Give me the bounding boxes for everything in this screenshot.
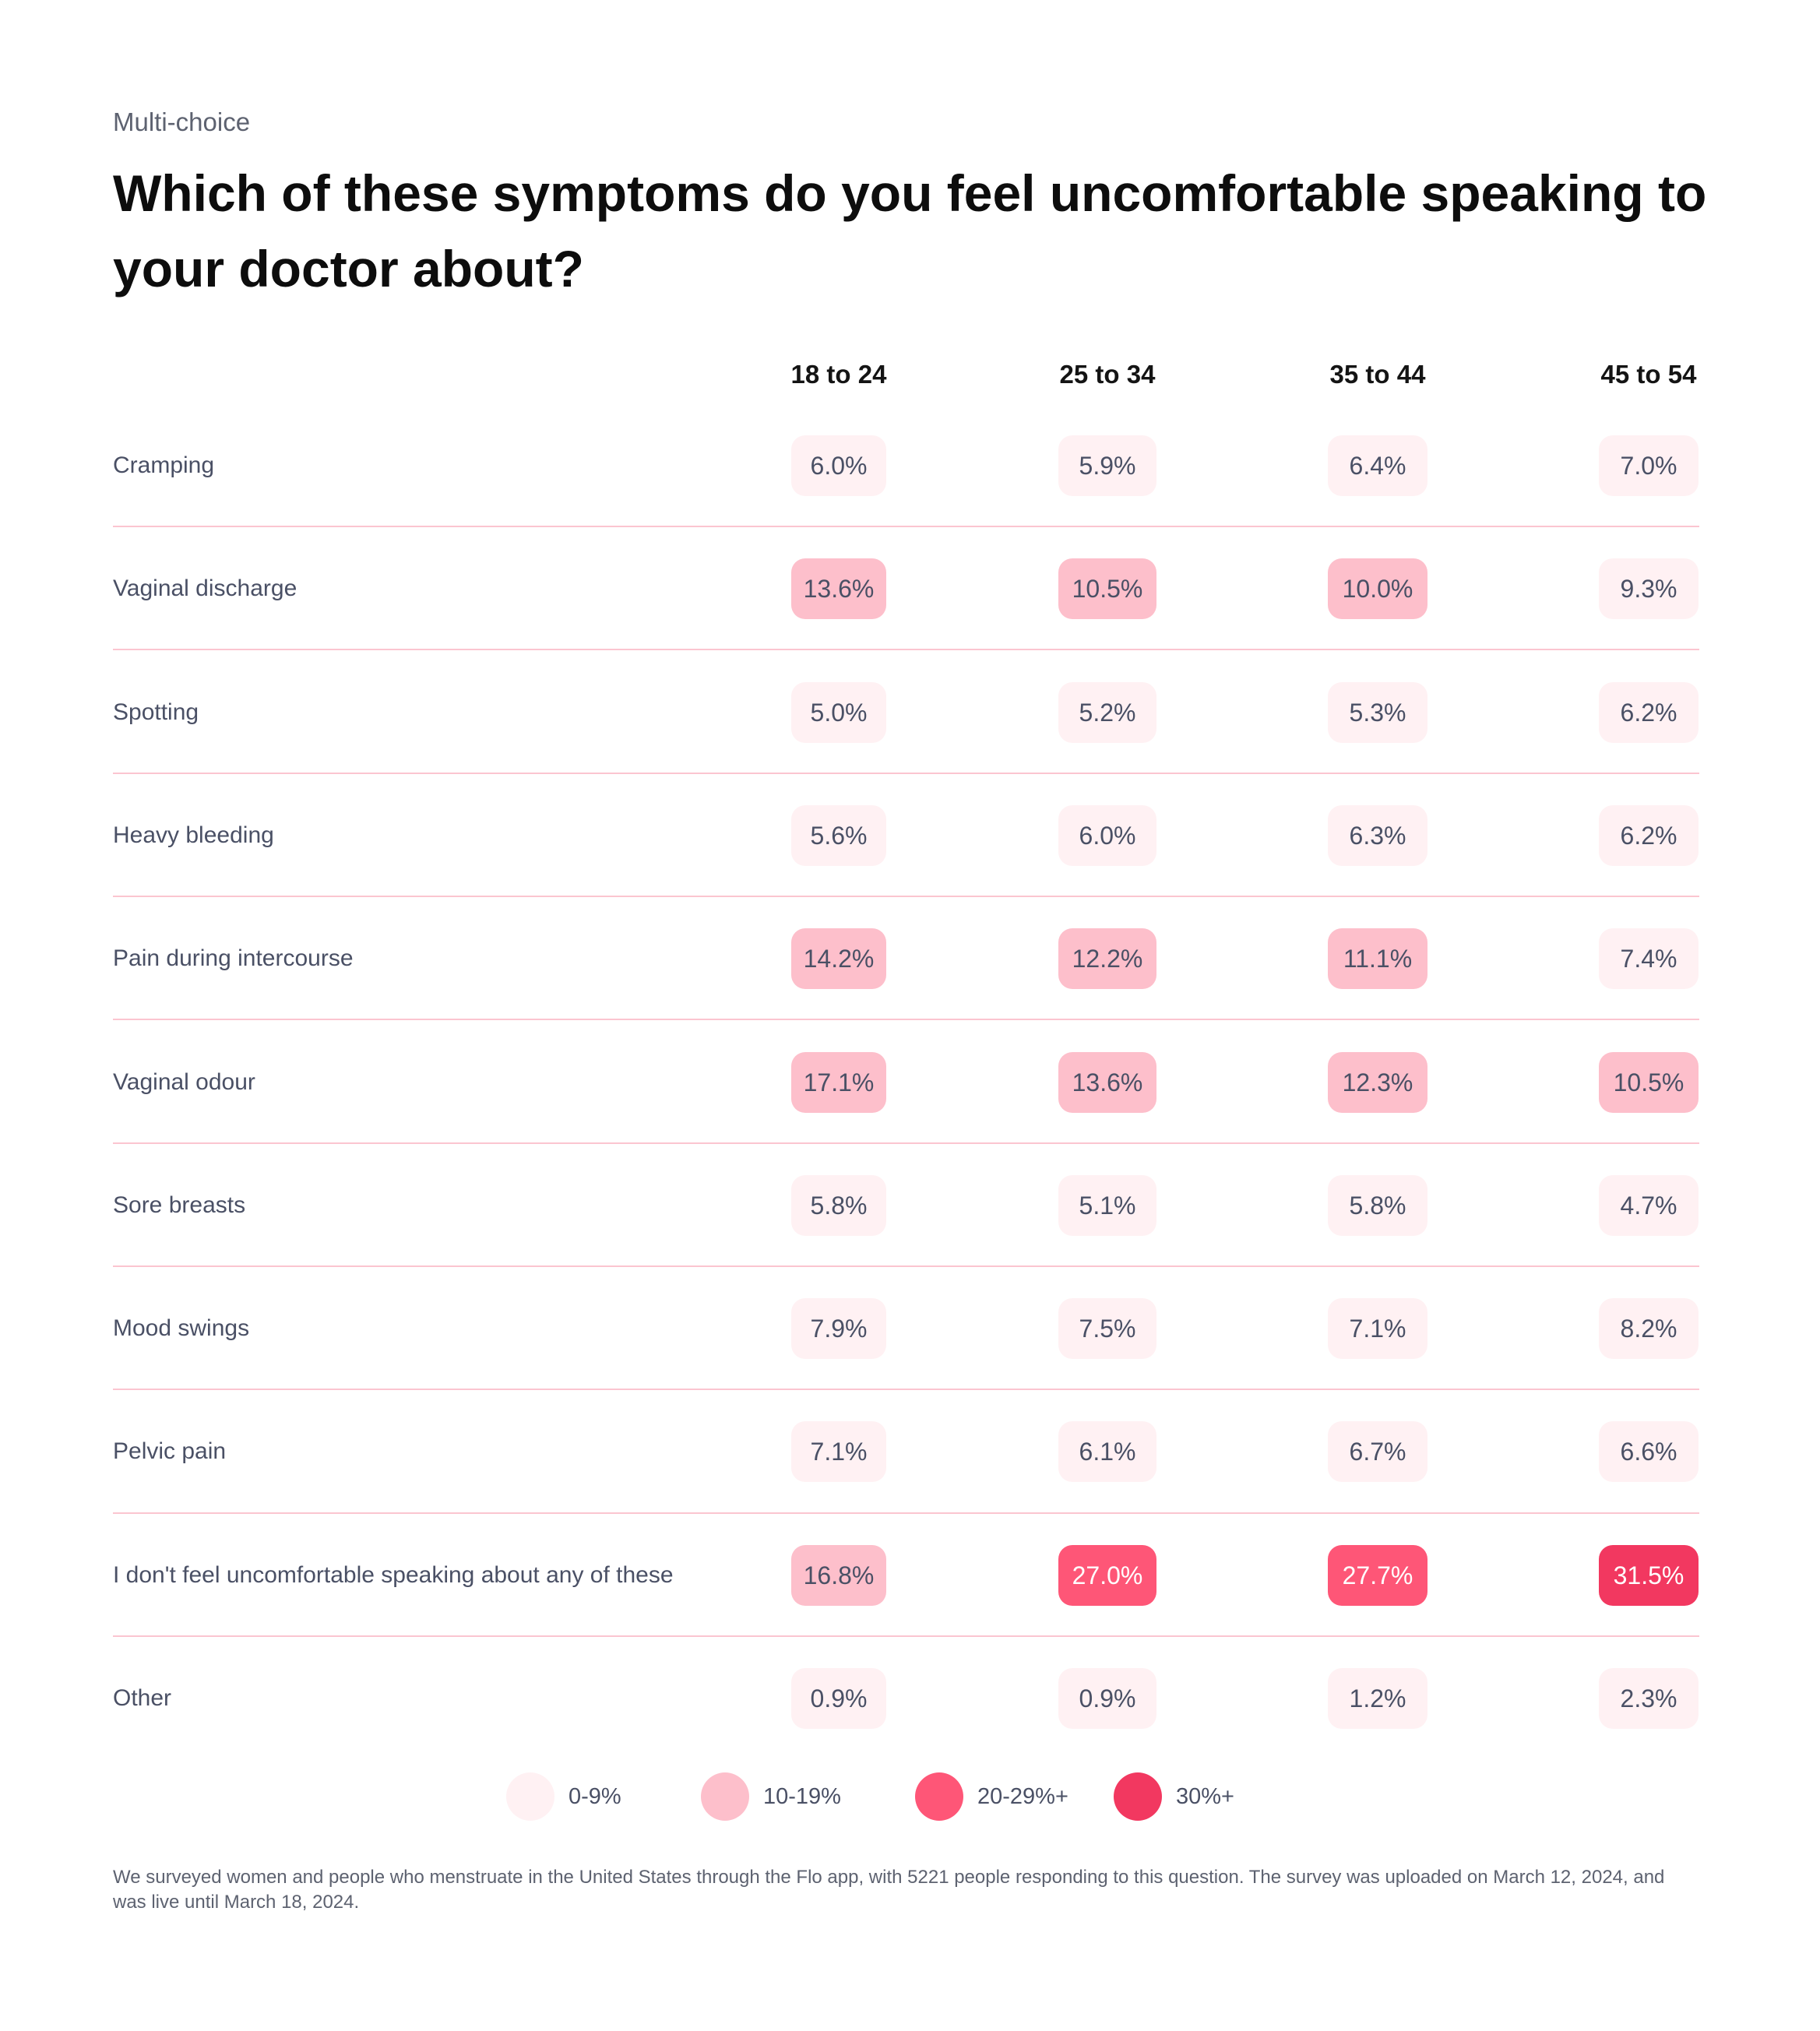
row-label: Vaginal odour [113, 1068, 255, 1095]
value-cell: 4.7% [1599, 1174, 1699, 1236]
value-cell: 9.3% [1599, 558, 1699, 620]
value-cell: 5.2% [1058, 681, 1156, 743]
row-divider [113, 1142, 1699, 1144]
value-cell: 6.0% [791, 435, 886, 496]
value-cell: 7.4% [1599, 928, 1699, 990]
value-cell: 2.3% [1599, 1668, 1699, 1729]
value-cell: 6.1% [1058, 1421, 1156, 1483]
legend-label: 10-19% [763, 1784, 841, 1809]
legend-label: 30%+ [1176, 1784, 1234, 1809]
row-divider [113, 772, 1699, 774]
column-header: 18 to 24 [790, 360, 887, 389]
row-label: Other [113, 1685, 172, 1711]
value-cell: 10.5% [1599, 1051, 1699, 1113]
value-cell: 5.6% [791, 804, 886, 866]
row-label: Sore breasts [113, 1191, 246, 1218]
value-cell: 7.1% [791, 1421, 886, 1483]
value-cell: 6.6% [1599, 1421, 1699, 1483]
value-cell: 13.6% [1058, 1051, 1156, 1113]
value-cell: 1.2% [1328, 1668, 1427, 1729]
chart-title: Which of these symptoms do you feel unco… [113, 164, 1707, 297]
value-cell: 6.4% [1328, 435, 1427, 496]
legend-swatch [701, 1772, 749, 1821]
row-divider [113, 896, 1699, 898]
legend-label: 0-9% [569, 1784, 621, 1809]
legend-swatch [1114, 1772, 1162, 1821]
row-divider [113, 649, 1699, 651]
column-header: 45 to 54 [1600, 360, 1697, 389]
value-cell: 5.8% [1328, 1174, 1427, 1236]
value-cell: 6.7% [1328, 1421, 1427, 1483]
value-cell: 12.2% [1058, 928, 1156, 990]
value-cell: 0.9% [1058, 1668, 1156, 1729]
row-label: Pain during intercourse [113, 945, 354, 972]
row-label: Heavy bleeding [113, 822, 274, 848]
value-cell: 5.8% [791, 1174, 886, 1236]
footnote: We surveyed women and people who menstru… [113, 1867, 1665, 1913]
value-cell: 31.5% [1599, 1544, 1699, 1606]
value-cell: 8.2% [1599, 1298, 1699, 1360]
value-cell: 6.3% [1328, 804, 1427, 866]
value-cell: 7.1% [1328, 1298, 1427, 1360]
row-divider [113, 1512, 1699, 1514]
value-cell: 17.1% [791, 1051, 886, 1113]
row-divider [113, 526, 1699, 528]
row-label: I don't feel uncomfortable speaking abou… [113, 1561, 674, 1588]
legend-swatch [506, 1772, 554, 1821]
row-label: Mood swings [113, 1315, 250, 1342]
value-cell: 14.2% [791, 928, 886, 990]
value-cell: 10.0% [1328, 558, 1427, 620]
value-cell: 6.0% [1058, 804, 1156, 866]
row-divider [113, 1635, 1699, 1637]
row-divider [113, 1389, 1699, 1391]
value-cell: 13.6% [791, 558, 886, 620]
legend-swatch [915, 1772, 963, 1821]
row-divider [113, 1265, 1699, 1267]
value-cell: 0.9% [791, 1668, 886, 1729]
row-label: Vaginal discharge [113, 576, 297, 602]
value-cell: 11.1% [1328, 928, 1427, 990]
column-header: 35 to 44 [1329, 360, 1426, 389]
value-cell: 10.5% [1058, 558, 1156, 620]
value-cell: 27.7% [1328, 1544, 1427, 1606]
value-cell: 7.9% [791, 1298, 886, 1360]
value-cell: 16.8% [791, 1544, 886, 1606]
survey-subtitle: Multi-choice [113, 107, 251, 136]
row-label: Cramping [113, 452, 215, 478]
value-cell: 12.3% [1328, 1051, 1427, 1113]
value-cell: 5.9% [1058, 435, 1156, 496]
value-cell: 7.5% [1058, 1298, 1156, 1360]
legend-label: 20-29%+ [977, 1784, 1068, 1809]
value-cell: 6.2% [1599, 804, 1699, 866]
value-cell: 27.0% [1058, 1544, 1156, 1606]
value-cell: 5.0% [791, 681, 886, 743]
row-label: Pelvic pain [113, 1438, 227, 1465]
value-cell: 6.2% [1599, 681, 1699, 743]
value-cell: 5.3% [1328, 681, 1427, 743]
row-divider [113, 1019, 1699, 1021]
column-header: 25 to 34 [1059, 360, 1156, 389]
value-cell: 7.0% [1599, 435, 1699, 496]
row-label: Spotting [113, 699, 199, 725]
value-cell: 5.1% [1058, 1174, 1156, 1236]
